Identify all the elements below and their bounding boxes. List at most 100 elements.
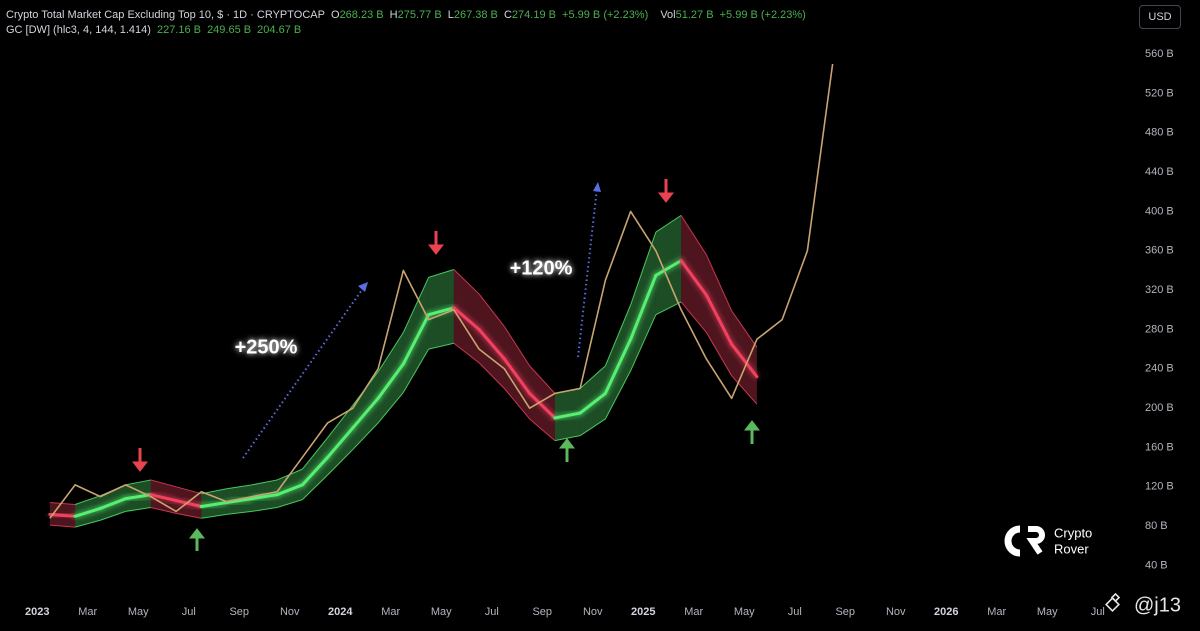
channel-band (352, 371, 379, 450)
channel-middle (502, 357, 532, 395)
channel-lower (554, 435, 581, 442)
buy-arrows (188, 420, 761, 551)
channel-band (681, 215, 707, 333)
indicator-value: 249.65 B (207, 24, 252, 36)
y-tick-label: 40 B (1145, 559, 1168, 571)
channel-middle (225, 497, 254, 505)
channel-lower (302, 474, 328, 500)
channel-band (504, 326, 530, 419)
channel-middle (401, 313, 431, 366)
sell-arrows (131, 179, 675, 472)
channel-middle (477, 327, 506, 361)
price-change: +5.99 B (+2.23%) (562, 9, 649, 21)
channel-middle (704, 293, 734, 346)
arrow-head (358, 282, 368, 292)
x-tick-label: Jul (485, 606, 499, 618)
handle-icon (1105, 592, 1121, 612)
indicator-value: 204.67 B (257, 24, 302, 36)
channel-upper (150, 479, 177, 488)
currency-button[interactable]: USD (1139, 5, 1181, 29)
x-tick-label: 2026 (934, 606, 958, 618)
watermark-text: Rover (1054, 541, 1089, 556)
channel-band (706, 254, 732, 376)
ohlc-value: 267.38 B (453, 9, 498, 21)
channel-band (378, 332, 404, 423)
indicator-label: GC [DW] (hlc3, 4, 144, 1.414) (6, 24, 151, 36)
channel-middle (578, 391, 607, 415)
channel-upper (49, 502, 76, 506)
channel-lower (251, 506, 278, 512)
x-tick-label: Nov (886, 606, 906, 618)
channel-middle (73, 506, 102, 518)
arrow-head (427, 244, 445, 255)
y-tick-label: 280 B (1145, 323, 1174, 335)
channel-upper (705, 254, 733, 311)
channel-lower (125, 506, 151, 512)
channel-middle (603, 337, 633, 395)
x-tick-label: May (128, 606, 149, 618)
ohlc-value: 275.77 B (397, 9, 442, 21)
channel-upper (377, 332, 404, 373)
channel-band (428, 269, 454, 350)
channel-upper (301, 437, 329, 470)
price-line (49, 63, 834, 519)
y-tick-label: 320 B (1145, 284, 1174, 296)
x-tick-label: 2024 (328, 606, 353, 618)
y-tick-label: 360 B (1145, 245, 1174, 257)
x-tick-label: Nov (280, 606, 300, 618)
y-tick-label: 400 B (1145, 205, 1174, 217)
ohlc-label: H (389, 9, 398, 21)
channel-lower (428, 342, 454, 350)
channel-middle (199, 501, 229, 508)
channel-middle (376, 362, 405, 400)
x-tick-label: Jul (182, 606, 196, 618)
x-tick-label: May (431, 606, 452, 618)
channel-lower (478, 362, 505, 389)
channel-middle (275, 483, 304, 497)
channel-band (529, 365, 555, 441)
handle: @j13 (1134, 594, 1181, 616)
x-tick-label: 2023 (25, 606, 49, 618)
channel-middle (250, 493, 279, 501)
channel-lower (100, 510, 126, 521)
channel-band (630, 232, 656, 371)
channel-middle (174, 499, 203, 508)
ohlc-value: 274.19 B (511, 9, 556, 21)
channel-upper (731, 310, 758, 348)
channel-upper (175, 486, 202, 495)
channel-lower (276, 499, 303, 508)
symbol-header: Crypto Total Market Cap Excluding Top 10… (6, 9, 809, 21)
annotation: +250% (235, 336, 298, 358)
channel-upper (478, 293, 505, 327)
arrow-head (593, 182, 601, 192)
y-tick-label: 200 B (1145, 402, 1174, 414)
indicator-value: 227.16 B (156, 24, 201, 36)
channel-middle (654, 259, 683, 277)
channel-lower (352, 422, 379, 450)
channel-upper (226, 484, 252, 490)
ohlc-label: L (447, 9, 454, 21)
y-tick-label: 560 B (1145, 48, 1174, 60)
x-tick-label: Mar (684, 606, 703, 618)
channel-lower (49, 524, 76, 528)
watermark-logo (1004, 525, 1045, 557)
ohlc-label: C (503, 9, 512, 21)
channel-upper (402, 277, 430, 333)
indicator-header: GC [DW] (hlc3, 4, 144, 1.414) 227.16 B 2… (6, 24, 304, 36)
channel-upper (503, 326, 531, 367)
arrow-head (131, 461, 149, 472)
channel-lower (453, 342, 480, 364)
plot-area (48, 63, 834, 528)
channel-middle (300, 455, 330, 487)
channel-middle (629, 273, 658, 341)
channel-upper (579, 365, 606, 389)
dotted-arrow (242, 286, 365, 459)
channel-middle (679, 259, 708, 297)
channel-upper (453, 269, 480, 295)
channel-upper (529, 365, 556, 394)
volume-label: Vol (660, 9, 676, 21)
channel-lower (226, 510, 252, 515)
channel-lower (503, 388, 531, 420)
